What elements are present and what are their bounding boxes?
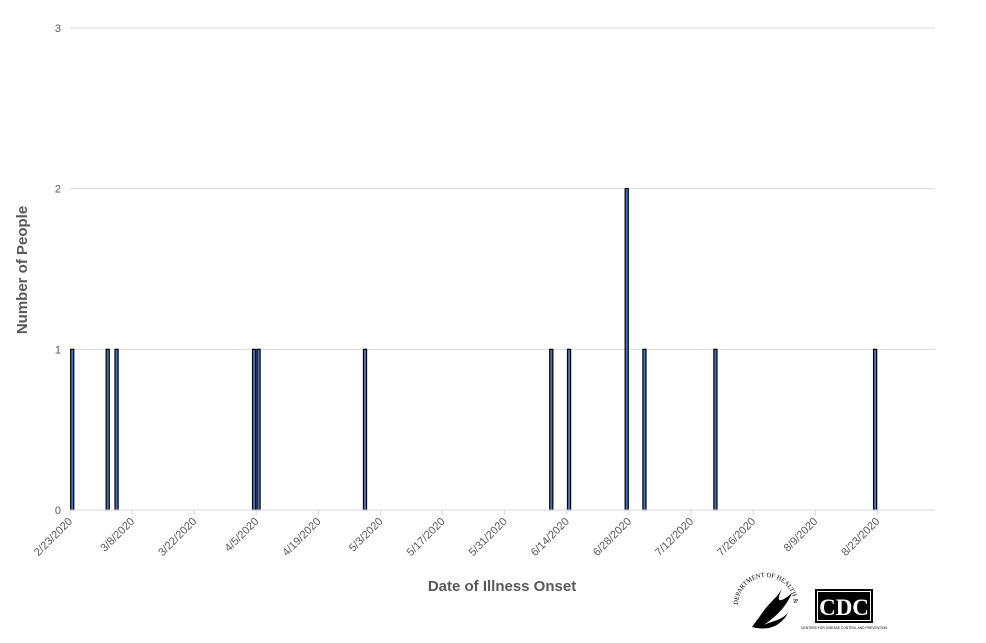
bar — [256, 348, 261, 511]
y-tick-label: 0 — [55, 505, 61, 517]
bar — [566, 348, 572, 511]
y-tick-labels: 0 1 2 3 — [55, 23, 61, 517]
x-tick-label: 3/22/2020 — [156, 516, 199, 559]
hhs-eagle-icon — [752, 589, 792, 629]
bar — [642, 348, 647, 511]
bar — [624, 188, 629, 511]
y-tick-label: 3 — [55, 23, 61, 35]
x-tick-label: 6/28/2020 — [591, 516, 634, 559]
bar — [70, 348, 75, 511]
x-tick-label: 7/26/2020 — [715, 516, 758, 559]
x-tick-label: 7/12/2020 — [653, 516, 696, 559]
gridlines — [70, 27, 935, 350]
bar — [549, 348, 554, 511]
bar — [362, 348, 368, 511]
hhs-seal-logo: DEPARTMENT OF HEALTH & HUMAN SERVICES US… — [733, 572, 799, 629]
x-tick-label: 6/14/2020 — [529, 516, 572, 559]
cdc-logo-subtext: CENTERS FOR DISEASE CONTROL AND PREVENTI… — [801, 626, 887, 630]
bar — [114, 348, 119, 511]
bar — [713, 348, 718, 511]
x-tick-label: 5/31/2020 — [467, 516, 510, 559]
bar — [105, 348, 110, 511]
x-tick-label: 5/17/2020 — [405, 516, 448, 559]
x-tick-label: 4/5/2020 — [223, 516, 262, 555]
x-axis-title: Date of Illness Onset — [428, 578, 576, 595]
hhs-seal-text: DEPARTMENT OF HEALTH & HUMAN SERVICES US… — [733, 572, 799, 607]
y-tick-label: 2 — [55, 184, 61, 196]
x-tick-label: 2/23/2020 — [32, 516, 75, 559]
x-tick-label: 5/3/2020 — [347, 516, 386, 555]
y-axis-title: Number of People — [14, 206, 31, 334]
y-tick-label: 1 — [55, 344, 61, 356]
x-tick-label: 4/19/2020 — [280, 516, 323, 559]
cdc-logo-box — [815, 589, 873, 623]
x-tick-labels: 2/23/2020 3/8/2020 3/22/2020 4/5/2020 4/19/2… — [32, 510, 882, 559]
x-tick-label: 8/23/2020 — [839, 516, 882, 559]
cdc-logo: CDC CENTERS FOR DISEASE CONTROL AND PREV… — [801, 589, 888, 630]
bar — [251, 348, 257, 511]
cdc-logo-text: CDC — [819, 595, 869, 620]
x-tick-label: 3/8/2020 — [98, 516, 137, 555]
x-tick-label: 8/9/2020 — [782, 516, 821, 555]
bar — [872, 348, 878, 511]
